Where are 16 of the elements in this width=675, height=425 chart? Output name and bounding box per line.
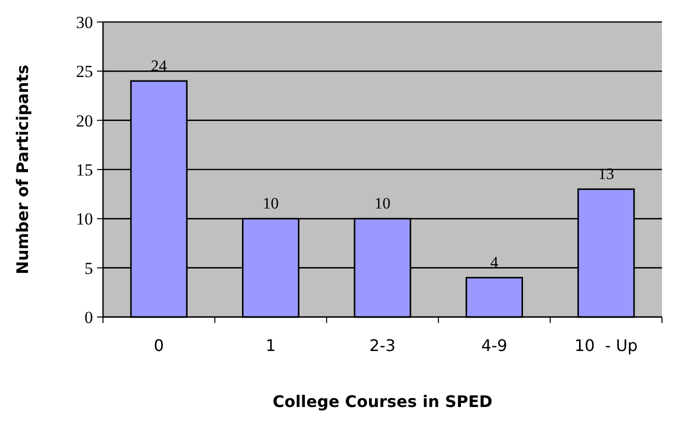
x-tick-label: 10 - Up	[574, 336, 638, 355]
data-label: 10	[374, 196, 390, 213]
x-axis-title: College Courses in SPED	[272, 392, 492, 411]
y-tick-label: 30	[76, 12, 93, 32]
x-tick-label: 0	[154, 336, 164, 355]
y-tick-label: 10	[76, 210, 93, 229]
data-label: 10	[262, 196, 279, 213]
y-tick-label: 25	[76, 62, 93, 82]
y-axis-title: Number of Participants	[13, 64, 32, 274]
x-tick-label: 1	[266, 336, 276, 355]
y-tick-label: 15	[76, 160, 93, 180]
y-tick-label: 20	[76, 111, 93, 130]
y-tick-label: 5	[84, 258, 93, 278]
y-tick-label: 0	[84, 308, 93, 327]
x-tick-label: 4-9	[481, 336, 508, 355]
x-tick-label: 2-3	[369, 336, 396, 355]
